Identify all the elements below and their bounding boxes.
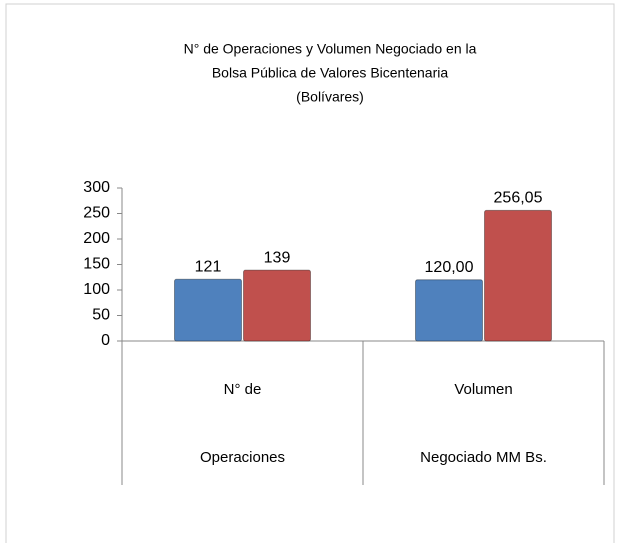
x-tick-label: Volumen — [454, 381, 512, 398]
x-tick-label: N° de — [224, 381, 262, 398]
bar — [174, 278, 242, 342]
chart-title: (Bolívares) — [296, 89, 364, 105]
bar — [243, 269, 311, 342]
value-label: 256,05 — [494, 190, 543, 207]
y-tick-label: 100 — [83, 281, 110, 298]
bar — [484, 209, 552, 342]
y-tick-label: 200 — [83, 230, 110, 247]
y-tick-label: 50 — [92, 307, 110, 324]
bar — [415, 279, 483, 342]
x-tick-label: Negociado MM Bs. — [420, 449, 547, 466]
chart-title: Bolsa Pública de Valores Bicentenaria — [212, 65, 449, 81]
y-tick-label: 250 — [83, 205, 110, 222]
x-tick-label: Operaciones — [200, 449, 285, 466]
y-tick-label: 150 — [83, 256, 110, 273]
y-tick-label: 0 — [101, 332, 110, 349]
value-label: 121 — [195, 259, 222, 276]
chart-title: N° de Operaciones y Volumen Negociado en… — [184, 41, 477, 57]
value-label: 139 — [264, 249, 291, 266]
value-label: 120,00 — [425, 259, 474, 276]
y-tick-label: 300 — [83, 179, 110, 196]
